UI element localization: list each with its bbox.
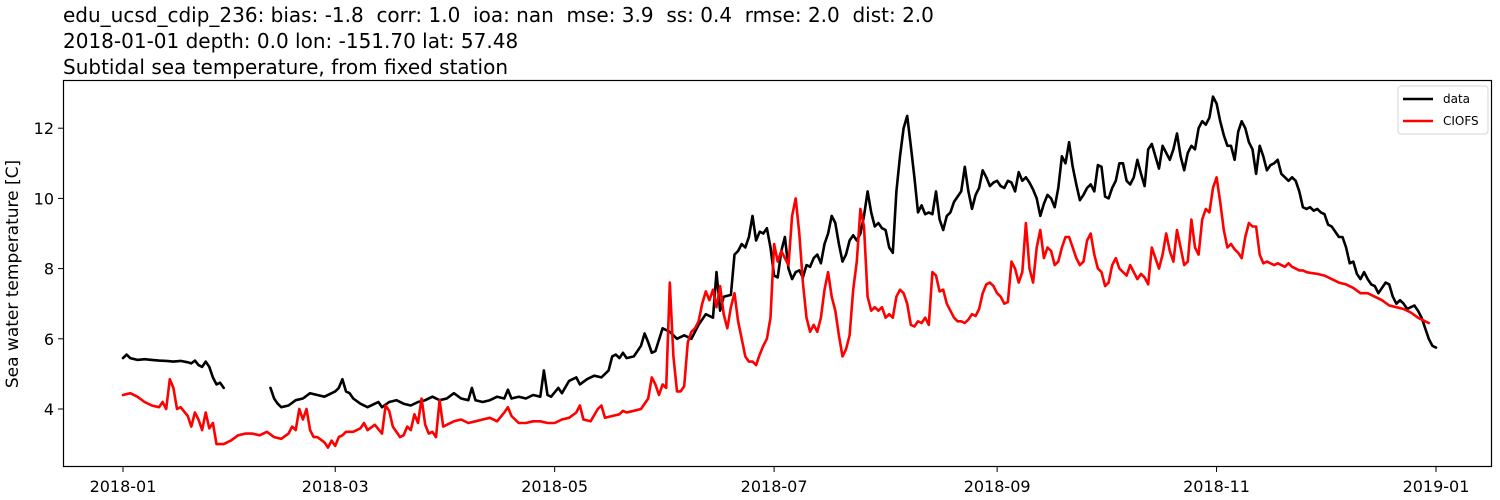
x-tick-label: 2018-01 <box>90 477 157 496</box>
series-line-ciofs <box>121 176 1431 449</box>
y-tick-label: 6 <box>44 330 54 349</box>
legend-label-data: data <box>1443 92 1470 106</box>
y-tick-label: 10 <box>34 189 54 208</box>
series-line-data <box>269 95 1438 409</box>
plot-area-frame <box>62 79 1493 468</box>
x-tick-label: 2019-01 <box>1403 477 1470 496</box>
chart-title-location: 2018-01-01 depth: 0.0 lon: -151.70 lat: … <box>63 29 519 53</box>
y-tick-label: 12 <box>34 119 54 138</box>
y-tick-label: 4 <box>44 400 54 419</box>
x-tick-label: 2018-09 <box>964 477 1031 496</box>
legend: data CIOFS <box>1397 85 1489 135</box>
chart-title-stats: edu_ucsd_cdip_236: bias: -1.8 corr: 1.0 … <box>63 3 934 27</box>
y-tick-label: 8 <box>44 260 54 279</box>
x-axis: 2018-01 2018-03 2018-05 2018-07 2018-09 2018-… <box>90 467 1470 496</box>
x-tick-label: 2018-11 <box>1183 477 1250 496</box>
y-axis: 4 6 8 10 12 <box>34 119 63 419</box>
y-axis-label: Sea water temperature [C] <box>3 160 23 388</box>
x-tick-label: 2018-05 <box>521 477 588 496</box>
series-layer <box>121 95 1438 449</box>
x-tick-label: 2018-07 <box>741 477 808 496</box>
legend-label-ciofs: CIOFS <box>1443 114 1479 128</box>
series-line-data <box>121 353 225 390</box>
chart-title-description: Subtidal sea temperature, from fixed sta… <box>63 55 508 79</box>
x-tick-label: 2018-03 <box>302 477 369 496</box>
